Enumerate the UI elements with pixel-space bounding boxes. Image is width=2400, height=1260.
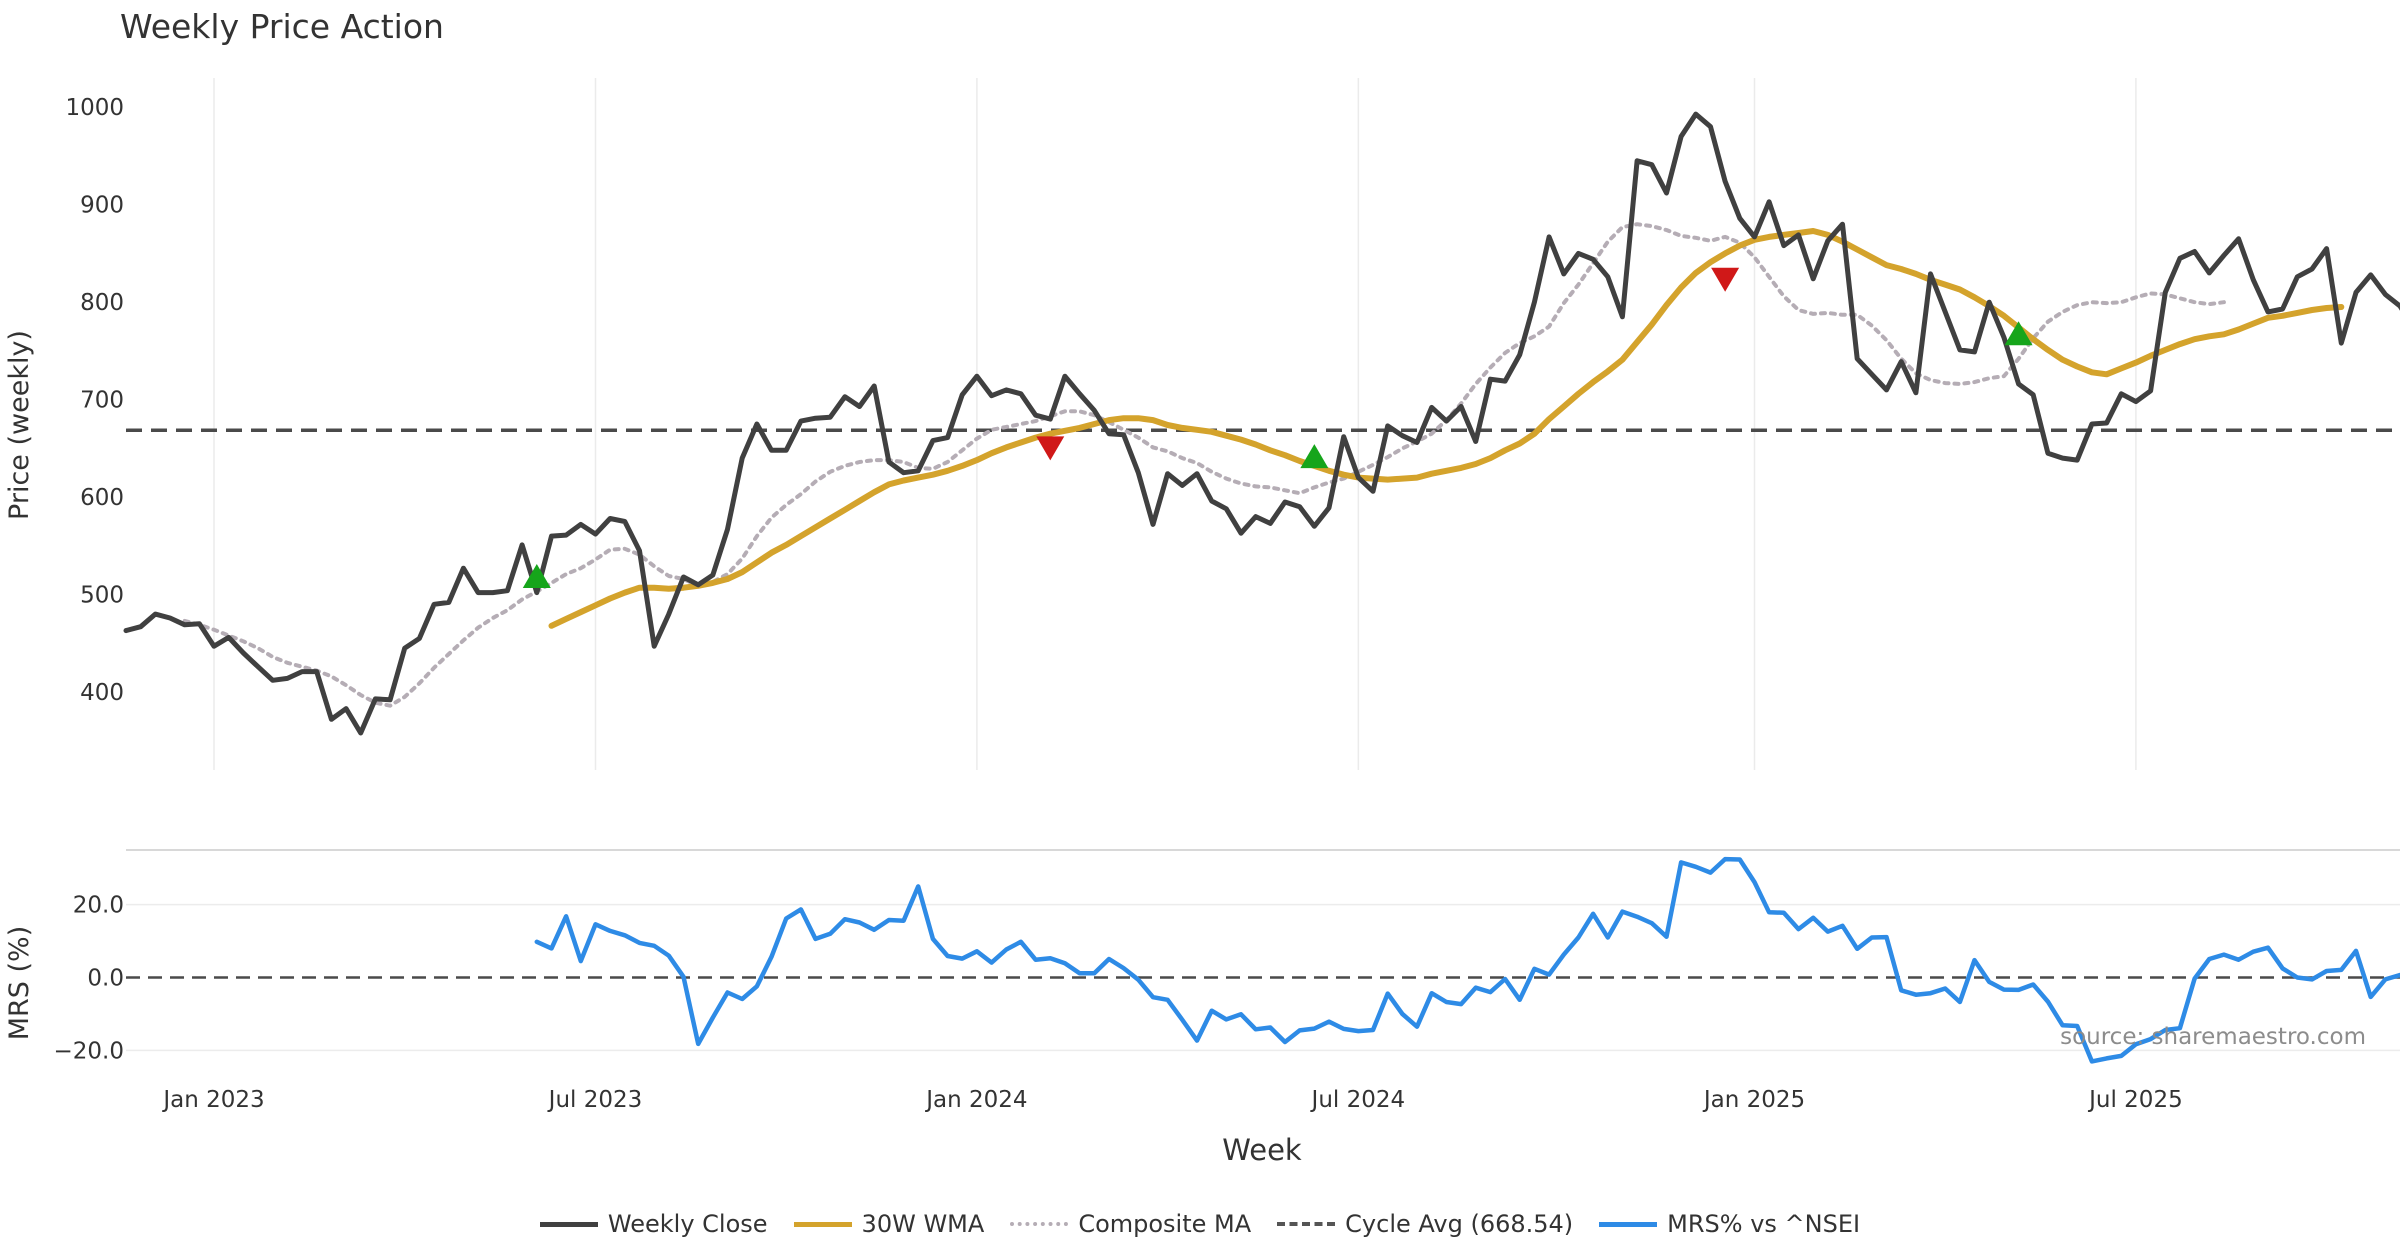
mrs-axis-label: MRS (%) <box>4 926 35 1041</box>
sell-signal-marker <box>1036 436 1065 461</box>
x-axis-label: Week <box>1222 1133 1302 1167</box>
x-tick-label: Jan 2025 <box>1702 1087 1805 1113</box>
legend-label: MRS% vs ^NSEI <box>1667 1210 1861 1238</box>
mrs-tick-label: 20.0 <box>73 893 124 919</box>
buy-signal-marker <box>2004 321 2033 346</box>
mrs-tick-label: 0.0 <box>87 966 124 992</box>
grid-layer <box>126 78 2400 1052</box>
x-tick-label: Jul 2023 <box>547 1087 643 1113</box>
legend-item-wma: 30W WMA <box>793 1210 985 1238</box>
price-tick-label: 1000 <box>65 95 124 121</box>
reference-lines <box>126 428 2400 979</box>
price-tick-label: 700 <box>80 388 124 414</box>
wma-30w-line <box>548 228 2345 629</box>
legend-swatch <box>1599 1221 1658 1227</box>
price-tick-label: 600 <box>80 485 124 511</box>
legend-label: Cycle Avg (668.54) <box>1345 1210 1574 1238</box>
legend-label: Weekly Close <box>607 1210 768 1238</box>
price-tick-label: 500 <box>80 583 124 609</box>
buy-signal-marker <box>1300 444 1329 469</box>
x-tick-label: Jan 2024 <box>924 1087 1027 1113</box>
composite-ma-line <box>182 222 2226 708</box>
weekly-close-line <box>123 111 2400 736</box>
signal-markers <box>522 267 2033 588</box>
legend-item-close: Weekly Close <box>539 1210 768 1238</box>
price-tick-label: 400 <box>80 680 124 706</box>
sell-signal-marker <box>1711 267 1740 292</box>
legend-swatch <box>793 1221 852 1227</box>
axis-labels: Jan 2023 Jul 2023 Jan 2024 Jul 2024 Jan 2025… <box>54 95 2183 1113</box>
legend-item-composite: Composite MA <box>1010 1210 1251 1238</box>
chart-title: Weekly Price Action <box>120 7 444 46</box>
legend-label: Composite MA <box>1078 1210 1252 1238</box>
price-tick-label: 800 <box>80 290 124 316</box>
x-tick-label: Jan 2023 <box>161 1087 264 1113</box>
source-watermark: source: sharemaestro.com <box>2060 1024 2366 1050</box>
mrs-tick-label: −20.0 <box>54 1038 124 1064</box>
legend-swatch <box>1277 1222 1336 1226</box>
legend-item-cycle: Cycle Avg (668.54) <box>1277 1210 1573 1238</box>
buy-signal-marker <box>522 563 551 588</box>
x-tick-label: Jul 2024 <box>1310 1087 1406 1113</box>
legend-label: 30W WMA <box>861 1210 985 1238</box>
mrs-line <box>534 856 2400 1064</box>
legend-swatch <box>1010 1222 1069 1226</box>
x-tick-label: Jul 2025 <box>2087 1087 2183 1113</box>
price-axis-label: Price (weekly) <box>4 330 35 520</box>
legend-item-mrs: MRS% vs ^NSEI <box>1599 1210 1860 1238</box>
series-layer <box>123 111 2400 1064</box>
legend-swatch <box>539 1221 598 1227</box>
chart-legend: Weekly Close 30W WMA Composite MA Cycle Avg… <box>0 1210 2400 1238</box>
price-tick-label: 900 <box>80 193 124 219</box>
